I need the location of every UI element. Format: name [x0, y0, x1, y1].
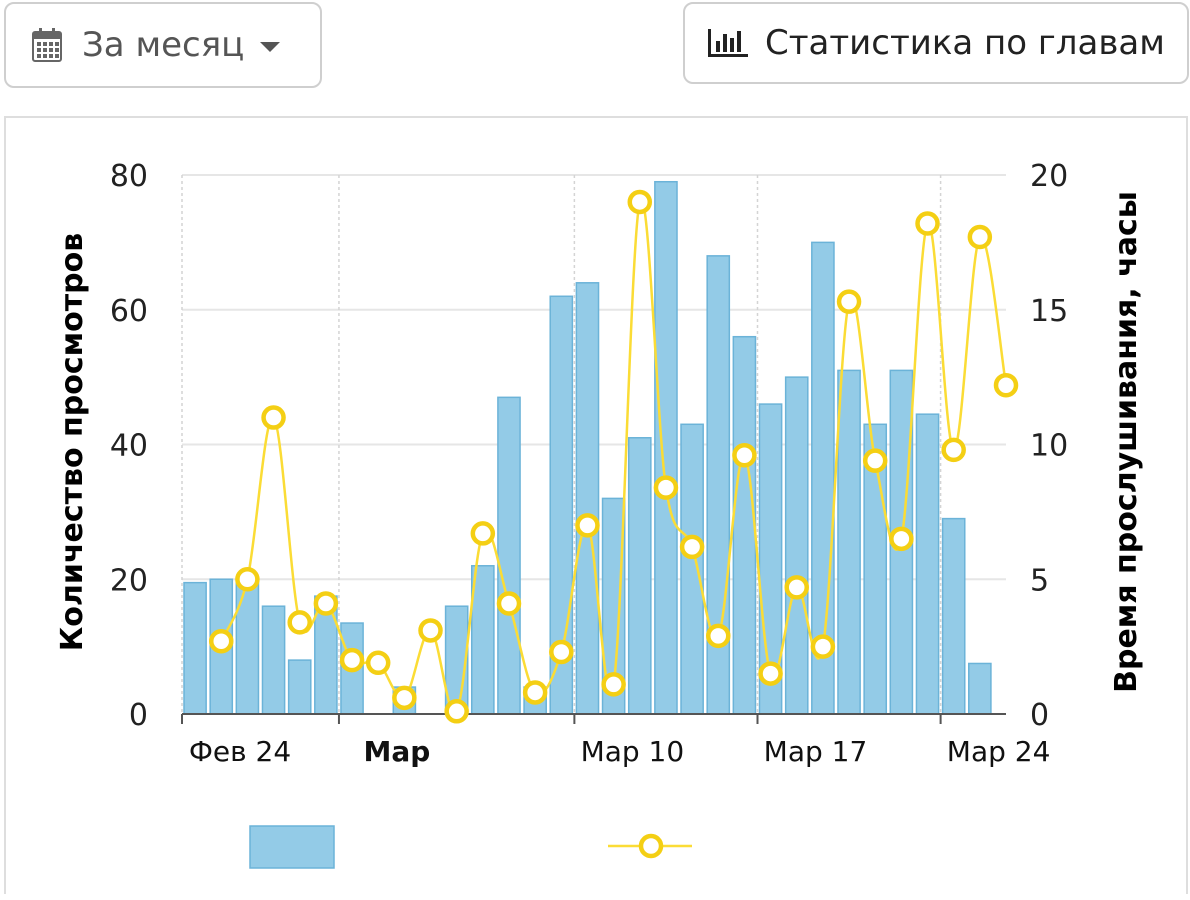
bar [287, 659, 312, 715]
line-point [653, 475, 679, 500]
line-point [470, 521, 496, 546]
line-point [392, 685, 417, 711]
line-point [235, 567, 260, 592]
y-tick-label: 60 [110, 294, 148, 329]
line-point [418, 618, 443, 643]
y2-tick-label: 20 [1030, 159, 1068, 194]
line-point [810, 634, 836, 659]
line-point [993, 372, 1019, 398]
axes [181, 713, 1006, 724]
chapter-stats-label: Статистика по главам [765, 23, 1165, 63]
line-point [732, 443, 757, 468]
line-point [889, 526, 914, 552]
y2-axis-title: Время прослушивания, часы [1109, 191, 1144, 693]
period-dropdown[interactable]: За месяц [4, 2, 322, 88]
line-markers [208, 189, 1019, 724]
line-point [522, 680, 548, 705]
line-point [287, 610, 312, 635]
x-tick-label: Мар 24 [947, 735, 1051, 768]
x-tick-label: Мар 10 [581, 735, 685, 768]
y2-tick-label: 5 [1030, 563, 1049, 598]
combo-chart: 0 20 40 60 80 0 5 10 15 20 Фев 24 Мар Мар 10 Мар 17 Ма… [55, 159, 1144, 869]
line-point [784, 575, 809, 600]
legend [249, 825, 692, 869]
legend-bar-swatch [249, 825, 335, 869]
bar-series [183, 180, 992, 715]
bar [784, 376, 809, 715]
x-tick-label: Мар 17 [764, 735, 868, 768]
calendar-icon [32, 28, 62, 62]
line-point [862, 448, 888, 473]
y-tick-label: 0 [129, 698, 148, 733]
bar [470, 565, 495, 715]
chart-panel: 0 20 40 60 80 0 5 10 15 20 Фев 24 Мар Мар 10 Мар 17 Ма… [4, 116, 1188, 894]
bar [235, 578, 260, 715]
line-point [549, 639, 574, 665]
bar [837, 369, 861, 715]
line-point [679, 534, 705, 560]
y2-tick-label: 0 [1030, 698, 1049, 733]
line-point [627, 189, 653, 215]
y2-tick-label: 10 [1030, 429, 1068, 464]
legend-line-marker [638, 833, 664, 859]
bar-chart-icon [708, 29, 748, 57]
y-tick-label: 80 [110, 159, 148, 194]
x-tick-label: Фев 24 [189, 735, 291, 768]
line-point [365, 650, 391, 676]
line-point [601, 672, 626, 697]
bar [497, 396, 521, 715]
bar [732, 335, 757, 715]
bar [915, 413, 940, 715]
period-label: За месяц [82, 25, 245, 65]
chapter-stats-button[interactable]: Статистика по главам [683, 2, 1189, 84]
bar [183, 581, 207, 715]
line-point [339, 647, 365, 673]
line-point [208, 628, 234, 654]
bar [680, 423, 704, 715]
y-tick-label: 40 [110, 429, 148, 464]
tick-labels: 0 20 40 60 80 0 5 10 15 20 Фев 24 Мар Мар 10 Мар 17 Ма… [110, 159, 1068, 768]
bar [627, 437, 652, 715]
line-point [915, 211, 940, 236]
caret-down-icon [260, 42, 281, 52]
x-tick-label: Мар [364, 735, 431, 768]
line-point [758, 661, 783, 686]
y2-tick-label: 15 [1030, 294, 1068, 329]
line-point [836, 289, 862, 314]
line-point [967, 224, 993, 250]
line-point [313, 591, 339, 616]
line-point [575, 513, 600, 538]
line-point [941, 437, 966, 463]
line-point [496, 591, 522, 616]
bar [968, 662, 992, 715]
bar [654, 180, 678, 715]
bar [941, 517, 966, 715]
bar [261, 605, 286, 715]
line-point [706, 623, 731, 649]
y-tick-label: 20 [110, 563, 148, 598]
bar [575, 282, 600, 715]
line-point [444, 699, 469, 724]
line-point [261, 405, 286, 430]
y-axis-title: Количество просмотров [55, 233, 90, 651]
